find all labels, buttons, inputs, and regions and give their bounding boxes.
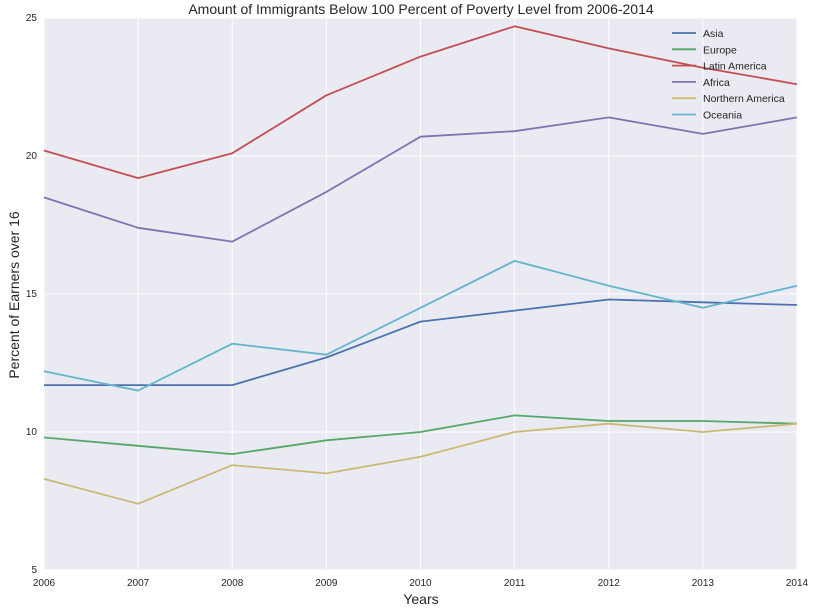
series-line-northern-america (43, 422, 798, 505)
series-line-africa (43, 116, 798, 243)
y-tick-label: 5 (31, 565, 37, 576)
series-lines (43, 25, 798, 505)
x-tick-label: 2012 (598, 578, 621, 589)
x-tick-label: 2013 (692, 578, 715, 589)
series-line-latin-america (43, 25, 798, 180)
x-tick-label: 2008 (221, 578, 244, 589)
x-tick-label: 2009 (315, 578, 338, 589)
y-axis-label: Percent of Earners over 16 (6, 211, 22, 379)
y-tick-label: 25 (26, 13, 38, 24)
series-line-europe (43, 414, 798, 456)
y-tick-label: 10 (26, 427, 38, 438)
series-line-asia (44, 298, 798, 387)
legend-label: Asia (703, 28, 724, 40)
legend: Asia Europe Latin America Africa Northern Am… (672, 28, 785, 122)
y-tick-label: 15 (26, 289, 38, 300)
y-tick-label: 20 (26, 151, 38, 162)
legend-label: Europe (703, 44, 737, 56)
x-axis-label: Years (403, 591, 438, 607)
legend-label: Africa (703, 77, 730, 89)
x-tick-label: 2006 (33, 578, 56, 589)
x-tick-label: 2007 (127, 578, 150, 589)
x-tick-label: 2011 (504, 578, 526, 589)
x-tick-label: 2014 (786, 578, 809, 589)
series-line-oceania (43, 259, 798, 392)
tick-labels: 2006 2007 2008 2009 2010 2011 2012 2013 2014 5 10 1… (26, 13, 809, 589)
legend-label: Latin America (703, 61, 767, 73)
chart-title: Amount of Immigrants Below 100 Percent o… (188, 1, 654, 17)
legend-label: Northern America (703, 93, 785, 105)
legend-label: Oceania (703, 110, 742, 122)
x-tick-label: 2010 (409, 578, 432, 589)
